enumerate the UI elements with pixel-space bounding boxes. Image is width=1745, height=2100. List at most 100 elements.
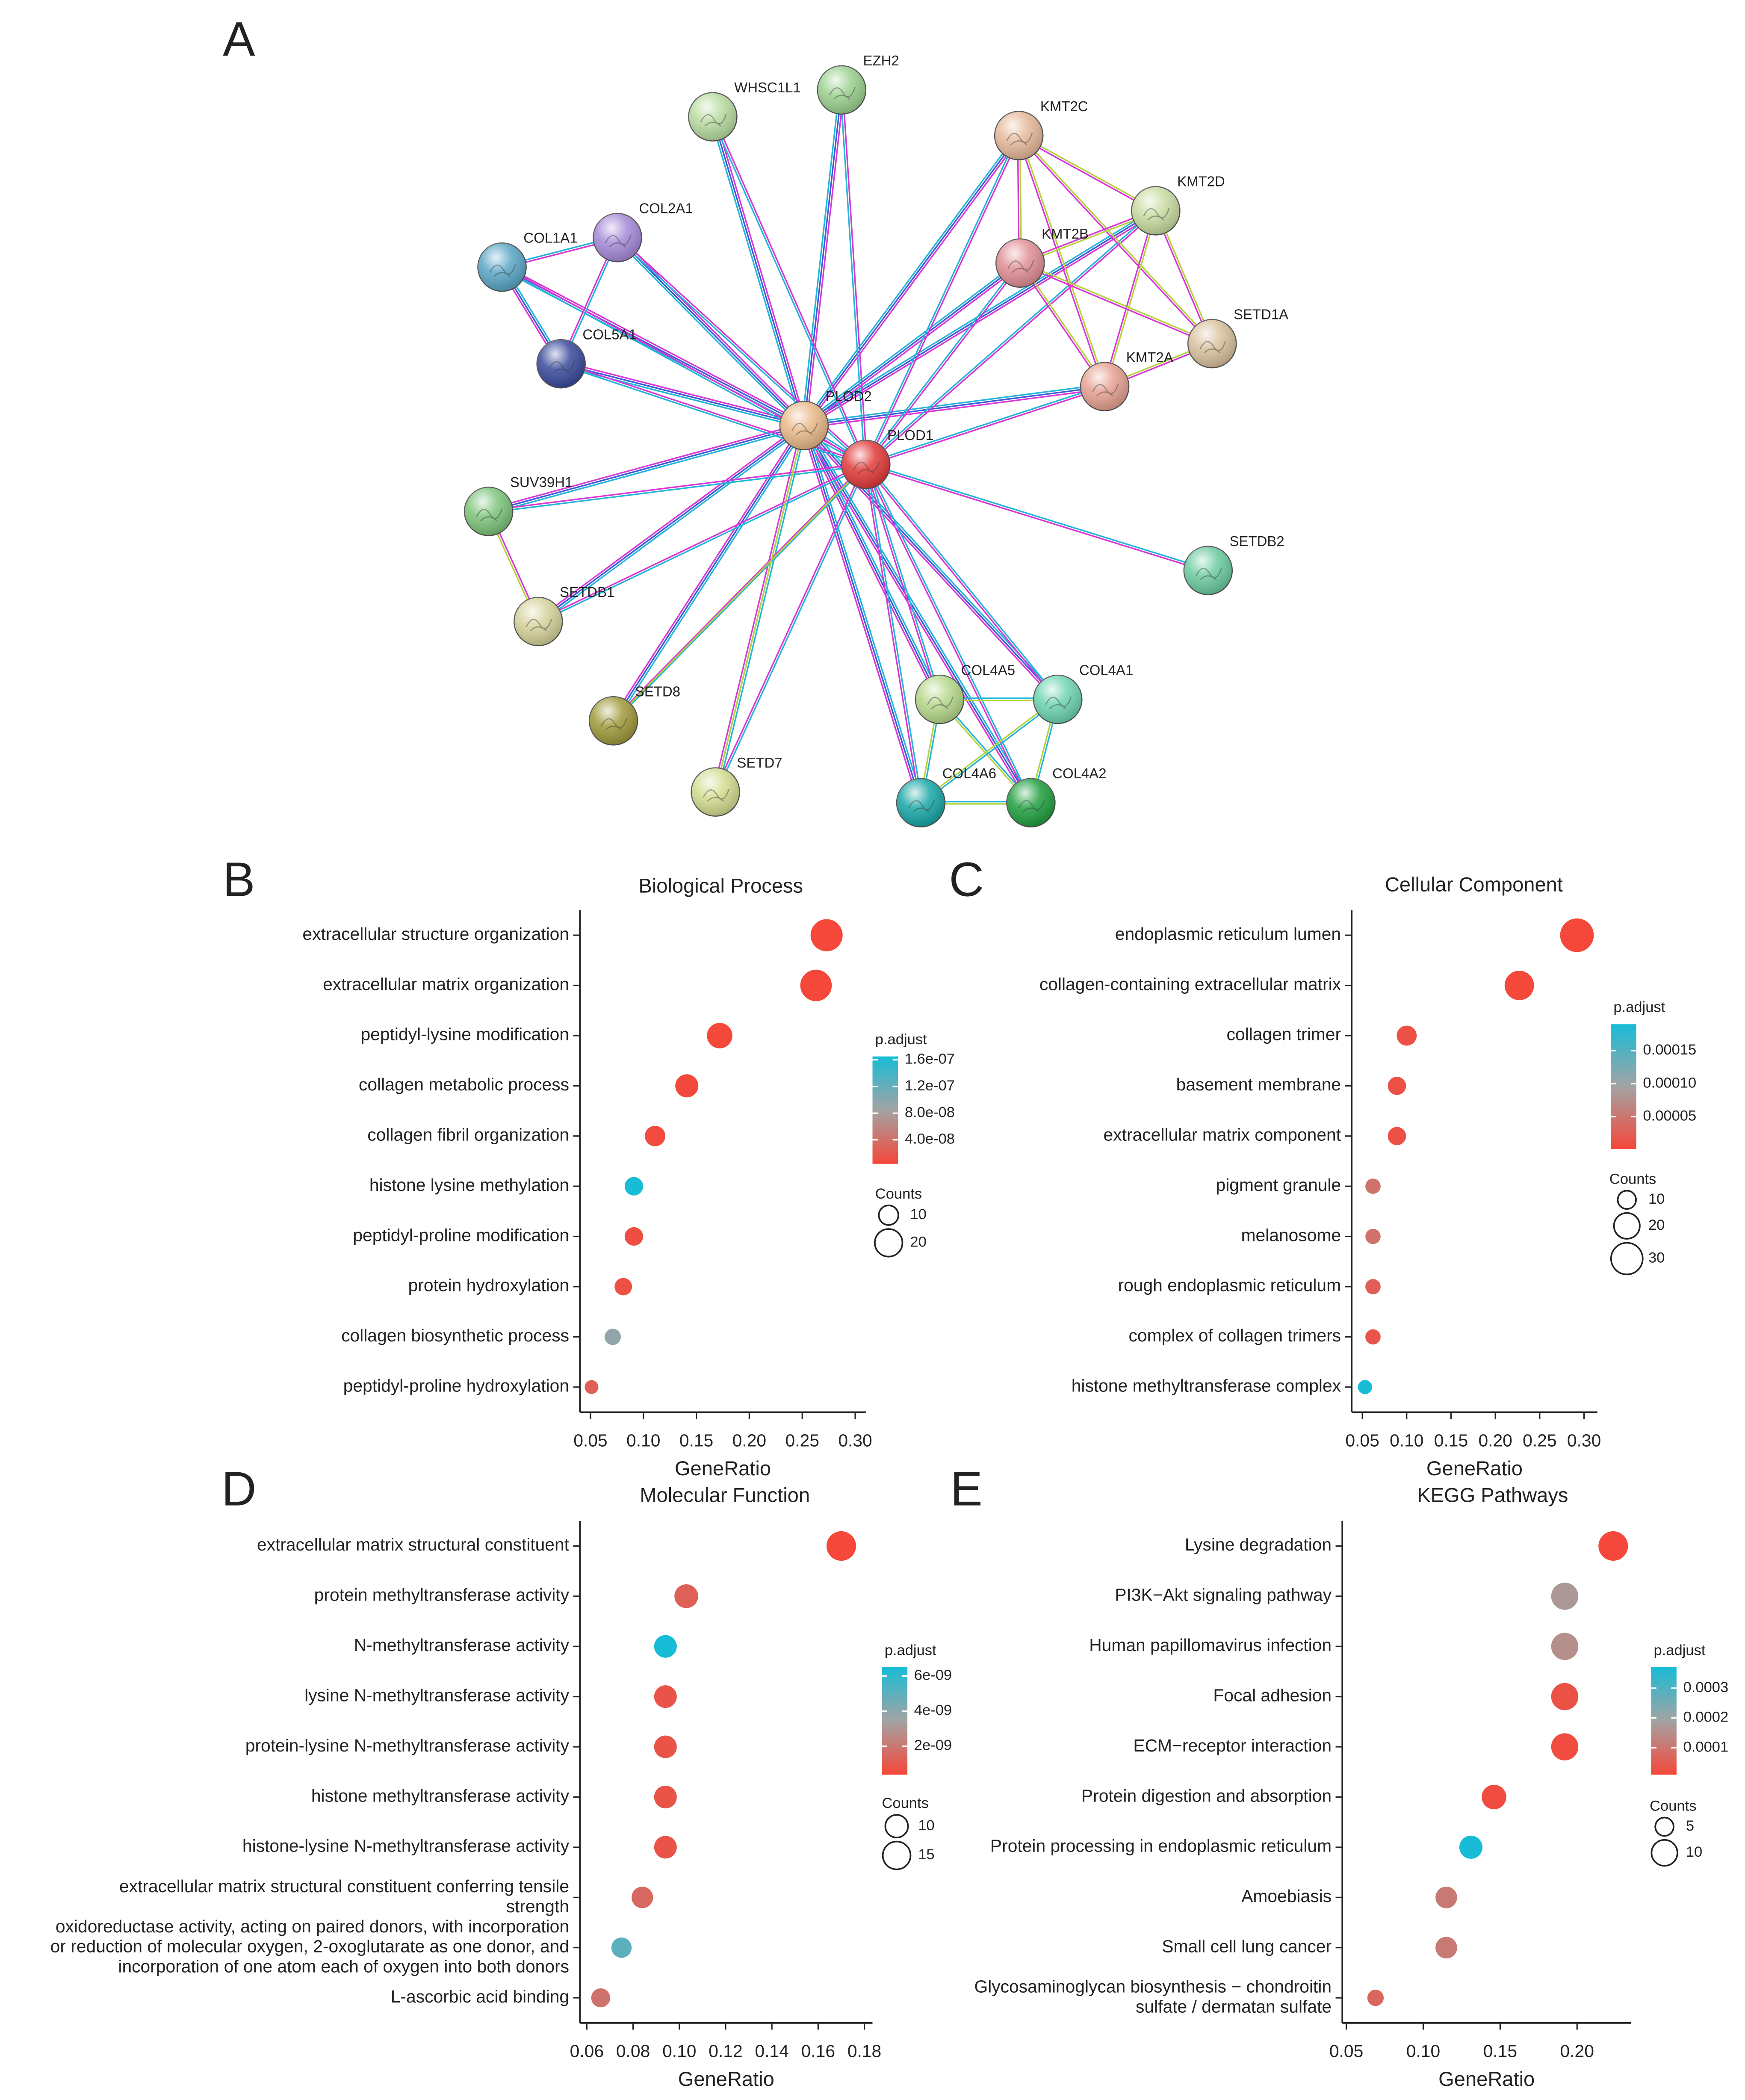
size-legend-mark [1651, 1839, 1678, 1867]
network-edge [538, 465, 867, 623]
dot [1435, 1886, 1457, 1908]
y-tick-label: histone-lysine N-methyltransferase activ… [242, 1836, 570, 1856]
network-edge [1019, 134, 1214, 344]
network-edge [866, 464, 942, 700]
y-tick-label: histone lysine methylation [369, 1175, 569, 1195]
network-edge [714, 464, 865, 792]
y-tick-label: oxidoreductase activity, acting on paire… [50, 1917, 569, 1976]
network-edge [1105, 211, 1158, 387]
network-edge [803, 384, 1105, 424]
node-label: COL2A1 [639, 200, 693, 216]
node-gloss [996, 239, 1045, 287]
node-gloss [995, 111, 1043, 160]
x-tick-label: 0.10 [1390, 1430, 1423, 1450]
colorbar-title: p.adjust [875, 1031, 927, 1048]
x-tick-label: 0.16 [801, 2041, 835, 2061]
network-edge [866, 464, 1033, 803]
colorbar-title: p.adjust [885, 1642, 936, 1658]
dot [1365, 1329, 1381, 1345]
node-structure [829, 87, 856, 100]
dot [654, 1836, 677, 1859]
y-tick-label: L-ascorbic acid binding [391, 1987, 569, 2006]
y-tick-label: peptidyl-lysine modification [361, 1025, 570, 1044]
y-tick-label: collagen metabolic process [359, 1075, 569, 1094]
x-tick-label: 0.15 [679, 1430, 713, 1450]
x-tick-label: 0.10 [1406, 2041, 1440, 2061]
size-legend-title: Counts [1609, 1171, 1656, 1187]
node-label: COL5A1 [582, 327, 636, 343]
colorbar [1651, 1667, 1677, 1775]
node-gloss [593, 213, 642, 262]
node-structure [908, 800, 935, 813]
network-edge [715, 425, 805, 792]
size-legend-label: 5 [1686, 1818, 1694, 1834]
network-edge [615, 239, 803, 428]
network-edge [866, 136, 1021, 466]
dot [800, 969, 832, 1001]
node-label: EZH2 [863, 53, 899, 68]
node-structure [700, 114, 727, 127]
node-gloss [1081, 362, 1129, 411]
network-edge [710, 117, 803, 427]
node-structure [791, 422, 818, 436]
dot [1560, 918, 1594, 952]
network-edge [488, 425, 804, 512]
network-edge [537, 463, 866, 621]
dot [1365, 1178, 1381, 1194]
network-edge [614, 426, 807, 723]
chart-title: Molecular Function [640, 1484, 810, 1506]
size-legend-title: Counts [875, 1186, 922, 1202]
dot [1358, 1380, 1372, 1394]
size-legend-mark [1617, 1190, 1637, 1210]
dot [611, 1937, 632, 1958]
node-gloss [691, 768, 740, 816]
y-tick-label: Lysine degradation [1185, 1535, 1332, 1554]
size-legend-mark [884, 1814, 909, 1839]
size-legend-label: 15 [918, 1846, 934, 1863]
network-edge [805, 264, 1022, 428]
node-structure [853, 461, 880, 475]
network-edge [1020, 261, 1213, 343]
size-legend-mark [1613, 1212, 1641, 1240]
x-tick-label: 0.05 [1345, 1430, 1379, 1450]
network-edge [839, 90, 865, 465]
x-tick-label: 0.15 [1434, 1430, 1468, 1450]
dot [1435, 1937, 1457, 1959]
node-gloss [537, 340, 585, 388]
colorbar-label: 8.0e-08 [905, 1104, 955, 1120]
dot [707, 1023, 732, 1049]
node-gloss [1033, 675, 1082, 724]
y-tick-label: extracellular matrix structural constitu… [257, 1535, 570, 1554]
network-edge [864, 464, 921, 803]
size-legend-mark [882, 1840, 912, 1870]
network-edge [805, 136, 1022, 428]
dot [654, 1685, 677, 1708]
network-edge [866, 211, 1157, 466]
size-legend-label: 30 [1648, 1249, 1665, 1266]
size-legend-mark [1654, 1816, 1674, 1837]
network-edge [1017, 136, 1104, 387]
node-structure [489, 264, 516, 277]
y-tick-label: Human papillomavirus infection [1089, 1635, 1332, 1655]
node-structure [1007, 260, 1034, 273]
dot [1367, 1989, 1384, 2006]
dot [632, 1887, 653, 1908]
y-tick-label: protein methyltransferase activity [314, 1585, 570, 1605]
y-tick-label: melanosome [1241, 1225, 1341, 1245]
node-label: SUV39H1 [510, 474, 573, 490]
y-tick-label: collagen biosynthetic process [341, 1326, 569, 1345]
x-axis-title: GeneRatio [1438, 2068, 1535, 2090]
colorbar-label: 0.0002 [1683, 1709, 1729, 1725]
colorbar-label: 0.0001 [1683, 1739, 1729, 1755]
network-edge [716, 464, 868, 793]
network-edge [614, 464, 867, 722]
dot [1365, 1279, 1381, 1294]
network-edge [488, 462, 866, 511]
y-tick-label: complex of collagen trimers [1129, 1326, 1341, 1345]
network-edge [717, 425, 807, 793]
network-edge [921, 700, 1059, 804]
network-edge [805, 425, 924, 803]
chart-title: KEGG Pathways [1417, 1484, 1568, 1506]
y-tick-label: extracellular matrix component [1104, 1125, 1341, 1145]
panel-letter: A [223, 12, 255, 66]
